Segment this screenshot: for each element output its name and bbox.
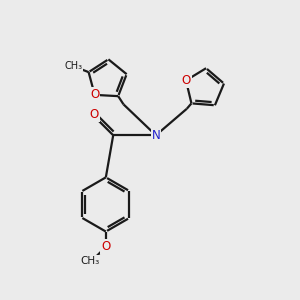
Text: O: O xyxy=(182,74,190,87)
Text: O: O xyxy=(101,240,110,254)
Text: N: N xyxy=(152,129,160,142)
Text: CH₃: CH₃ xyxy=(81,256,100,266)
Text: O: O xyxy=(89,108,99,121)
Text: O: O xyxy=(90,88,99,101)
Text: CH₃: CH₃ xyxy=(64,61,82,71)
